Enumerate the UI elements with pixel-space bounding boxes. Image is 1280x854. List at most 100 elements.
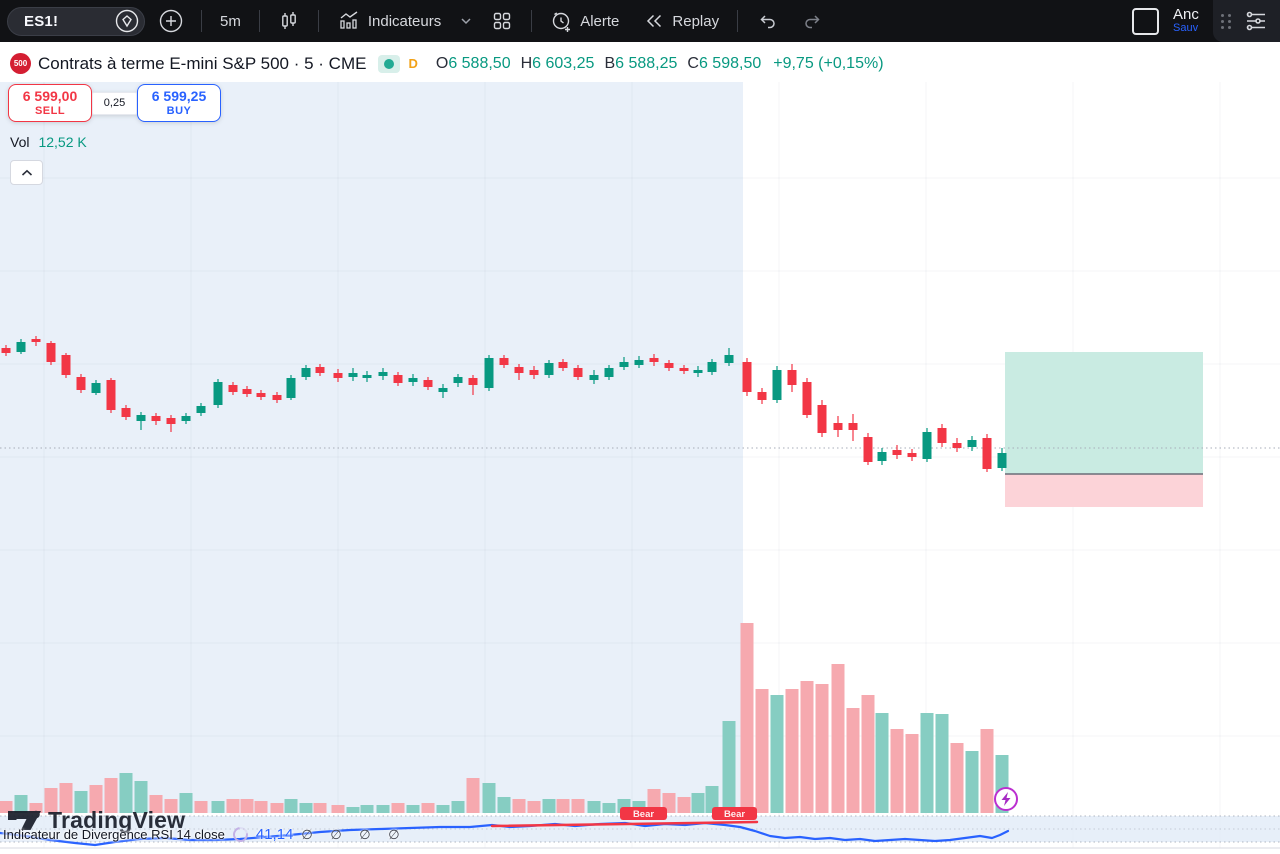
- sell-price: 6 599,00: [22, 88, 78, 104]
- replay-button[interactable]: Replay: [633, 4, 729, 38]
- candle-body: [848, 423, 858, 430]
- symbol-title[interactable]: Contrats à terme E-mini S&P 500 · 5 · CM…: [38, 53, 367, 73]
- candle-body: [604, 368, 614, 377]
- position-stop-zone[interactable]: [1005, 474, 1203, 507]
- volume-bar: [44, 788, 58, 813]
- compare-add-symbol-button[interactable]: [149, 4, 193, 38]
- timeframe-label: 5m: [220, 12, 241, 30]
- volume-bar: [406, 805, 420, 813]
- toolbar-left-group: ES1! 5m Indicateurs: [0, 4, 1132, 38]
- candle-body: [166, 418, 176, 424]
- volume-series: [0, 623, 1009, 813]
- layout-name-block[interactable]: Anc Sauv: [1173, 7, 1207, 34]
- volume-bar: [240, 799, 254, 813]
- rsi-indicator-name[interactable]: Indicateur de Divergence RSI 14 close: [3, 827, 225, 842]
- candle-body: [937, 428, 947, 443]
- toolbar-right-group: Anc Sauv: [1132, 0, 1280, 42]
- candle-body: [907, 453, 917, 457]
- replay-label: Replay: [672, 12, 720, 30]
- candle-body: [31, 339, 41, 342]
- low-label: B: [604, 54, 616, 72]
- volume-bar: [950, 743, 964, 813]
- candle-body: [453, 377, 463, 383]
- volume-bar: [164, 799, 178, 813]
- candle-body: [106, 380, 116, 410]
- volume-bar: [831, 664, 845, 813]
- chevron-down-icon: [461, 18, 471, 25]
- symbol-search-value: ES1!: [24, 12, 59, 30]
- quick-trade-lightning-badge[interactable]: [994, 787, 1018, 811]
- buy-button[interactable]: 6 599,25 BUY: [137, 84, 221, 122]
- position-profit-zone[interactable]: [1005, 352, 1203, 474]
- candle-body: [664, 363, 674, 368]
- candle-body: [877, 452, 887, 461]
- toolbar-separator: [258, 10, 260, 32]
- high-label: H: [520, 54, 533, 72]
- candle-body: [46, 343, 56, 362]
- volume-bar: [89, 785, 103, 813]
- candle-body: [286, 378, 296, 398]
- volume-bar: [360, 805, 374, 813]
- candle-body: [544, 363, 554, 375]
- volume-bar: [602, 803, 616, 813]
- candle-body: [589, 375, 599, 380]
- indicators-icon: [340, 11, 358, 29]
- manage-layouts-sliders-icon[interactable]: [1242, 7, 1270, 35]
- chart-style-button[interactable]: [268, 4, 310, 38]
- volume-bar: [542, 799, 556, 813]
- candle-body: [315, 367, 325, 373]
- indicators-dropdown-chevron[interactable]: [455, 4, 477, 38]
- bear-pill-label: Bear: [724, 809, 745, 820]
- market-status-pill[interactable]: [378, 54, 401, 73]
- alert-button[interactable]: Alerte: [540, 4, 629, 38]
- bear-pill-label: Bear: [633, 809, 654, 820]
- candle-body: [679, 368, 689, 371]
- candle-body: [634, 360, 644, 365]
- indicator-templates-button[interactable]: [481, 4, 523, 38]
- grid-lines: [0, 82, 1280, 848]
- sell-button[interactable]: 6 599,00 SELL: [8, 84, 92, 122]
- symbol-search-field[interactable]: ES1!: [7, 6, 145, 36]
- volume-bar: [740, 623, 754, 813]
- volume-bar: [482, 783, 496, 813]
- candle-body: [348, 373, 358, 377]
- collapse-legend-button[interactable]: [10, 160, 43, 185]
- supercharts-diamond-icon[interactable]: [115, 9, 139, 33]
- candle-body: [649, 358, 659, 362]
- volume-bar: [466, 778, 480, 813]
- buy-price: 6 599,25: [151, 88, 207, 104]
- corner-panel: [1213, 0, 1280, 42]
- volume-bar: [800, 681, 814, 813]
- rsi-divergence-line[interactable]: [490, 820, 759, 828]
- redo-button[interactable]: [792, 4, 834, 38]
- layout-checkbox[interactable]: [1132, 7, 1159, 35]
- volume-bar: [705, 786, 719, 813]
- volume-bar: [527, 801, 541, 813]
- volume-bar: [861, 695, 875, 813]
- candle-body: [333, 373, 343, 378]
- timeframe-button[interactable]: 5m: [210, 4, 251, 38]
- tradingview-logo-icon: [8, 810, 41, 830]
- undo-button[interactable]: [746, 4, 788, 38]
- indicators-button[interactable]: Indicateurs: [327, 4, 451, 38]
- candle-body: [514, 367, 524, 373]
- volume-bar: [691, 793, 705, 813]
- volume-bar: [226, 799, 240, 813]
- bear-divergence-pill[interactable]: Bear: [712, 807, 757, 820]
- lightning-bolt-icon: [1001, 792, 1011, 806]
- candle-body: [529, 370, 539, 375]
- candle-body: [468, 378, 478, 385]
- ohlc-values: O6 588,50 H6 603,25 B6 588,25 C6 598,50 …: [436, 55, 884, 73]
- candle-body: [91, 383, 101, 393]
- chart-canvas[interactable]: Bear Bear: [0, 42, 1280, 854]
- candle-body: [76, 377, 86, 390]
- close-value: 6 598,50: [698, 54, 762, 72]
- drag-handle-dots-icon[interactable]: [1221, 13, 1232, 29]
- candle-body: [362, 375, 372, 378]
- bear-divergence-pill[interactable]: Bear: [620, 807, 667, 820]
- candles-icon: [281, 12, 296, 29]
- volume-bar: [134, 781, 148, 813]
- delayed-data-badge[interactable]: D: [408, 56, 418, 71]
- sell-label: SELL: [34, 104, 66, 117]
- candle-body: [272, 395, 282, 400]
